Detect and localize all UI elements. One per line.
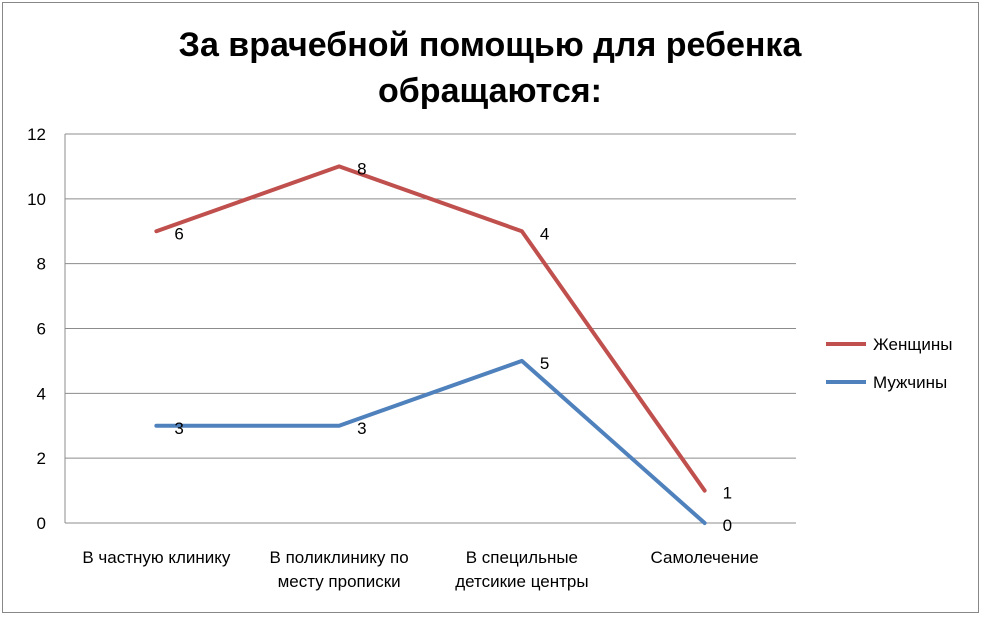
- data-label: 4: [540, 224, 549, 243]
- legend-label: Мужчины: [873, 373, 947, 392]
- data-label: 5: [540, 354, 549, 373]
- data-label: 1: [723, 484, 732, 503]
- y-tick-label: 6: [37, 320, 46, 339]
- x-tick-label: В поликлинику по: [270, 548, 409, 567]
- x-tick-label: В частную клинику: [82, 548, 231, 567]
- y-tick-label: 12: [27, 125, 46, 144]
- series-line: [154, 164, 707, 493]
- y-tick-label: 10: [27, 190, 46, 209]
- data-label: 3: [174, 419, 183, 438]
- chart-title: За врачебной помощью для ребенка обращаю…: [178, 26, 802, 110]
- x-tick-label: месту прописки: [278, 572, 401, 591]
- legend-label: Женщины: [873, 335, 952, 354]
- data-label: 6: [174, 224, 183, 243]
- y-tick-label: 2: [37, 449, 46, 468]
- x-tick-label: детсикие центры: [455, 572, 588, 591]
- y-tick-label: 0: [37, 514, 46, 533]
- data-label: 8: [357, 159, 366, 178]
- x-tick-label: Самолечение: [651, 548, 759, 567]
- series-line: [154, 358, 707, 525]
- data-label: 0: [723, 516, 732, 535]
- y-tick-label: 8: [37, 255, 46, 274]
- y-tick-label: 4: [37, 384, 46, 403]
- x-tick-label: В специльные: [466, 548, 578, 567]
- data-label: 3: [357, 419, 366, 438]
